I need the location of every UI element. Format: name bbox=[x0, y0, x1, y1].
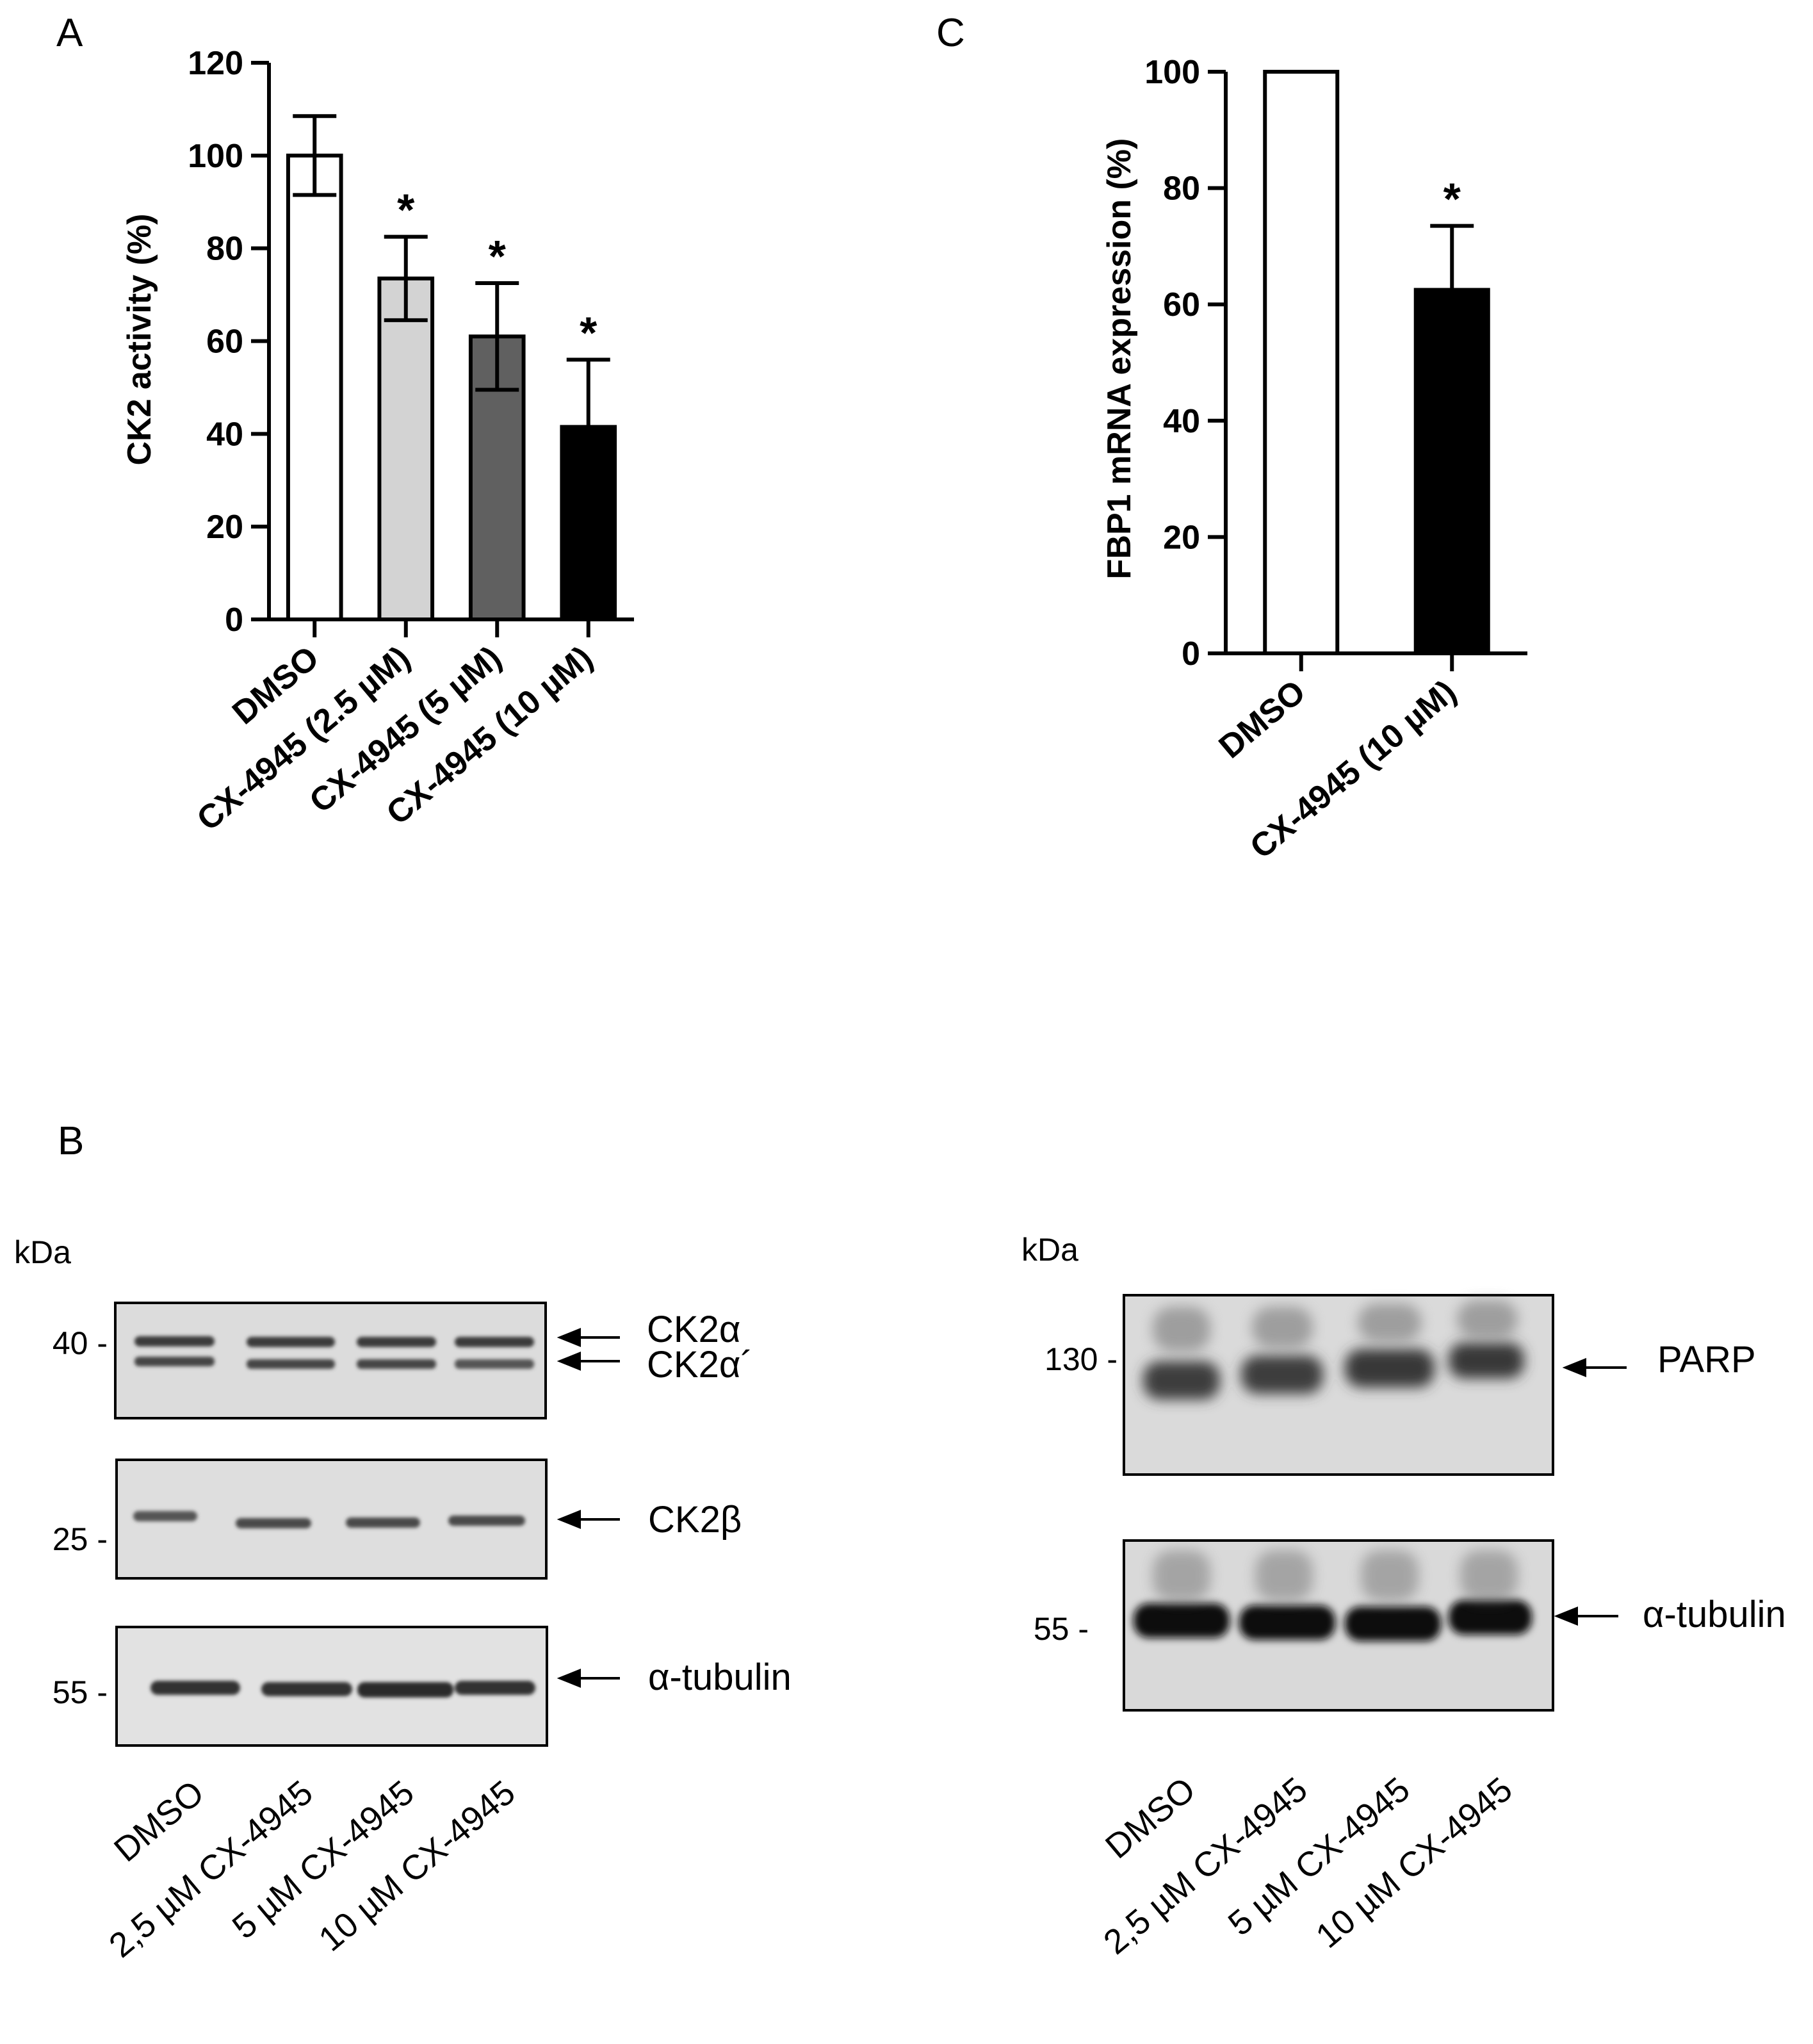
chart-a-y-tick-label: 80 bbox=[206, 231, 243, 268]
panel-c-label: C bbox=[936, 11, 965, 55]
blot-left-membrane-tubulin bbox=[115, 1626, 548, 1747]
chart-c-category-label: DMSO bbox=[1212, 673, 1313, 766]
chart-a-y-tick-label: 120 bbox=[188, 45, 243, 82]
chart-c-y-tick-label: 80 bbox=[1163, 170, 1200, 208]
blot-left-arrows bbox=[557, 1328, 620, 1688]
blot-right-lane-1: DMSO bbox=[1098, 1770, 1203, 1866]
blot-left-lane-1: DMSO bbox=[107, 1773, 211, 1869]
chart-a-significance-marker: * bbox=[489, 231, 507, 281]
blot-right-kda-label: kDa bbox=[1021, 1232, 1078, 1268]
blot-left-kda-label: kDa bbox=[14, 1234, 71, 1270]
blot-left-band-tubulin: α-tubulin bbox=[648, 1656, 792, 1698]
chart-c: FBP1 mRNA expression (%) 0 20 40 60 80 100 DMS… bbox=[1101, 54, 1527, 866]
chart-a-significance-marker: * bbox=[397, 185, 415, 235]
blot-right-membrane-parp bbox=[1123, 1294, 1554, 1476]
blot-right-arrows bbox=[1554, 1358, 1627, 1626]
chart-c-y-axis-label: FBP1 mRNA expression (%) bbox=[1101, 138, 1138, 580]
chart-c-y-tick-label: 20 bbox=[1163, 519, 1200, 556]
chart-a-bar bbox=[377, 276, 435, 621]
chart-c-y-tick-label: 100 bbox=[1144, 54, 1200, 91]
blot-right-membrane-tubulin bbox=[1123, 1539, 1554, 1712]
ck2alpha-bands bbox=[134, 1336, 534, 1347]
blot-left-membrane-ck2alpha bbox=[114, 1302, 547, 1419]
blot-left-band-ck2alpha-prime: CK2α´ bbox=[647, 1344, 753, 1386]
chart-a-y-tick-label: 0 bbox=[225, 601, 243, 639]
blot-left-membrane-ck2beta bbox=[115, 1459, 548, 1580]
blot-right-band-tubulin: α-tubulin bbox=[1643, 1594, 1786, 1635]
chart-a-bar bbox=[286, 153, 343, 622]
chart-c-y-tick-label: 60 bbox=[1163, 286, 1200, 323]
chart-c-y-tick-label: 40 bbox=[1163, 403, 1200, 440]
blot-left-band-ck2beta: CK2β bbox=[648, 1499, 742, 1541]
chart-a-y-tick-label: 100 bbox=[188, 138, 243, 175]
panel-a-label: A bbox=[56, 11, 83, 55]
chart-c-bar bbox=[1263, 70, 1340, 655]
blot-right-band-parp: PARP bbox=[1657, 1339, 1756, 1380]
blot-right-marker-130: 130 - bbox=[1045, 1341, 1118, 1377]
blot-left-marker-40: 40 - bbox=[53, 1325, 108, 1361]
panel-b-label: B bbox=[58, 1119, 84, 1163]
chart-a-y-tick-label: 60 bbox=[206, 323, 243, 361]
chart-a-y-tick-label: 20 bbox=[206, 509, 243, 546]
chart-c-significance-marker: * bbox=[1443, 174, 1461, 224]
blot-left-marker-55: 55 - bbox=[53, 1674, 108, 1710]
chart-a-significance-marker: * bbox=[580, 307, 598, 357]
blot-left-marker-25: 25 - bbox=[53, 1521, 108, 1557]
chart-a-y-tick-label: 40 bbox=[206, 416, 243, 453]
chart-a: CK2 activity (%) 020406080100120DMSO*CX-… bbox=[121, 45, 634, 838]
chart-c-bar bbox=[1413, 288, 1490, 655]
chart-a-y-axis-label: CK2 activity (%) bbox=[121, 214, 158, 466]
western-blot-right: kDa bbox=[1021, 1232, 1786, 1962]
chart-c-y-tick-label: 0 bbox=[1182, 635, 1200, 673]
blot-left-band-ck2alpha: CK2α bbox=[647, 1309, 740, 1350]
blot-right-marker-55: 55 - bbox=[1034, 1611, 1089, 1647]
ck2alpha-prime-bands bbox=[134, 1357, 534, 1369]
western-blot-left: kDa bbox=[14, 1234, 792, 1965]
